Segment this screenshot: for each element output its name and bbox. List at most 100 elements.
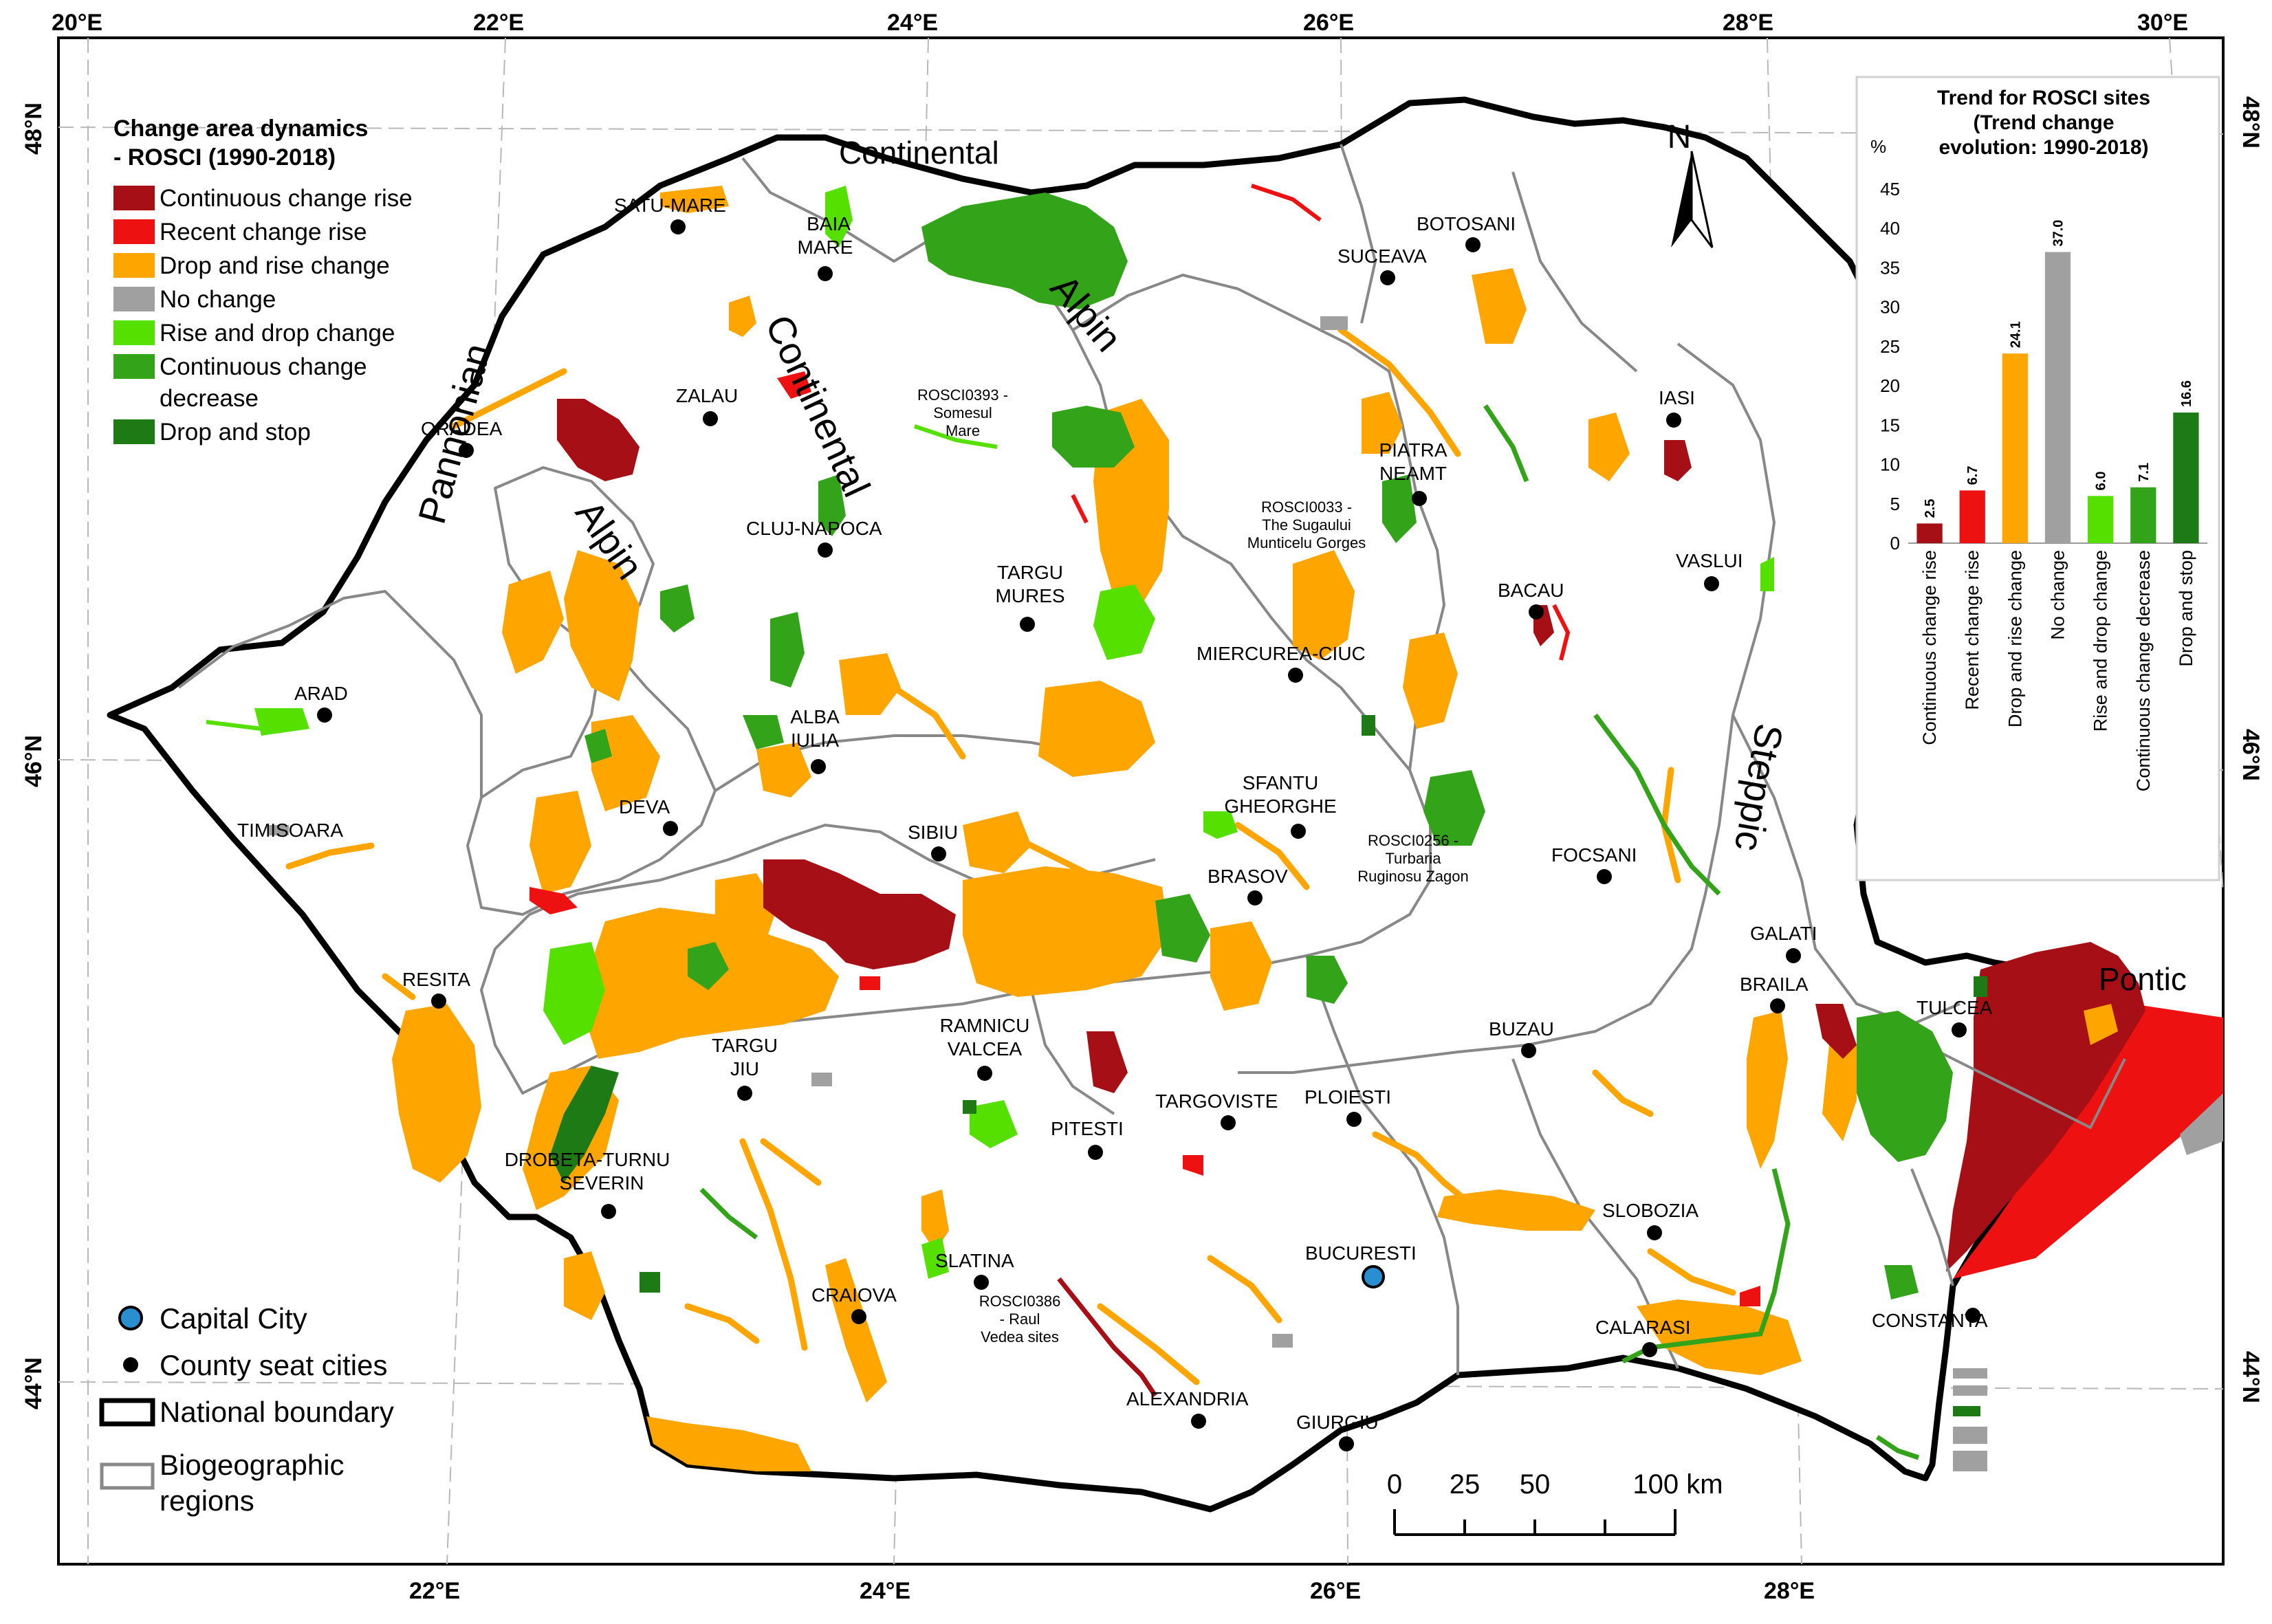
chart-value-label: 24.1 <box>2008 321 2023 348</box>
city-label-bacau: BACAU <box>1498 580 1564 601</box>
lat-label-right: 44°N <box>2238 1351 2264 1403</box>
biogeographic-regions-icon <box>100 1462 155 1490</box>
chart-category-label: Continuous change decrease <box>2133 550 2154 791</box>
chart-bar <box>2173 413 2199 543</box>
city-label-line: MARE <box>798 237 853 258</box>
legend-items: Continuous change rise Recent change rise… <box>113 185 413 446</box>
lat-label-left: 46°N <box>21 735 47 787</box>
chart-category-label: No change <box>2048 550 2068 640</box>
city-label-craiova: CRAIOVA <box>811 1284 897 1306</box>
city-label-miercurea-ciuc: MIERCUREA-CIUC <box>1197 643 1366 664</box>
legend-label: Drop and stop <box>160 419 311 446</box>
bottom-longitude-labels: 22°E 24°E 26°E 28°E <box>409 1578 1815 1604</box>
city-label-resita: RESITA <box>402 969 470 990</box>
chart-value-label: 37.0 <box>2051 220 2066 247</box>
city-label-tulcea: TULCEA <box>1916 997 1993 1018</box>
north-arrow: N <box>1668 119 1714 248</box>
city-label-line: SEVERIN <box>560 1172 644 1194</box>
city-label-line: DROBETA-TURNU <box>505 1149 670 1170</box>
rosci-site-labels: ROSCI0393 -Somesul Mare ROSCI0033 -The Su… <box>917 386 1469 1346</box>
legend-label: No change <box>160 286 276 313</box>
city-label-bucuresti: BUCURESTI <box>1305 1242 1417 1264</box>
city-label-braila: BRAILA <box>1740 974 1809 995</box>
legend-label: Continuous change decrease <box>160 353 367 412</box>
legend-label: Continuous change rise <box>160 185 413 212</box>
city-label-line: SFANTU <box>1243 772 1318 793</box>
city-label-line: VALCEA <box>948 1038 1023 1060</box>
legend-label-line: Drop and stop <box>160 419 311 446</box>
chart-category-label: Recent change rise <box>1962 550 1982 710</box>
change-patches-rise-and-drop-linear <box>206 424 998 731</box>
site-label-rosci0393: ROSCI0393 -Somesul Mare <box>917 386 1008 439</box>
chart-value-label: 16.6 <box>2179 380 2194 407</box>
city-label-alexandria: ALEXANDRIA <box>1126 1388 1249 1409</box>
site-label-line: The Sugaului <box>1262 516 1351 534</box>
city-label-line: TARGU <box>997 562 1063 583</box>
city-label-targoviste: TARGOVISTE <box>1155 1090 1278 1112</box>
site-label-line: Vedea sites <box>981 1328 1059 1346</box>
city-label-iasi: IASI <box>1659 387 1695 408</box>
chart-ytick-label: 30 <box>1880 297 1900 318</box>
city-label-pitesti: PITESTI <box>1051 1118 1124 1139</box>
chart-title-line: (Trend change <box>1973 111 2114 134</box>
legend-swatch <box>113 253 155 278</box>
city-label-galati: GALATI <box>1750 923 1817 944</box>
legend-label-line: No change <box>160 286 276 313</box>
legend-label-line: Recent change rise <box>160 219 367 245</box>
legend-title-line-2: - ROSCI (1990-2018) <box>113 144 336 171</box>
city-label-suceava: SUCEAVA <box>1337 245 1427 267</box>
north-arrow-label: N <box>1668 119 1692 155</box>
legend-line: Biogeographic <box>160 1449 345 1481</box>
site-label-line: ROSCI0386 <box>979 1293 1061 1310</box>
lon-label-top: 24°E <box>887 10 938 36</box>
legend-swatch <box>113 287 155 311</box>
change-patches-continuous-rise <box>557 399 1857 1093</box>
city-label-deva: DEVA <box>619 796 670 818</box>
city-label-timisoara: TIMISOARA <box>237 820 343 841</box>
site-label-line: ROSCI0033 - <box>1261 498 1352 516</box>
region-label-continental: Continental <box>839 135 999 171</box>
site-label-line: Mare <box>946 422 980 439</box>
scale-label-0: 0 <box>1387 1469 1402 1500</box>
city-label-zalau: ZALAU <box>676 385 738 406</box>
lon-label-top: 20°E <box>52 10 102 36</box>
legend-label-line: Rise and drop change <box>160 320 395 347</box>
lon-label-bottom: 24°E <box>860 1578 910 1604</box>
site-label-rosci0256: ROSCI0256 -Turbaria Ruginosu Zagon <box>1357 832 1468 885</box>
city-label-line: IULIA <box>791 729 839 751</box>
site-label-line: Turbaria <box>1385 850 1441 867</box>
chart-ytick-label: 45 <box>1880 179 1900 199</box>
lat-label-left: 44°N <box>21 1357 47 1409</box>
site-label-rosci0386: ROSCI0386- Raul Vedea sites <box>979 1293 1061 1346</box>
city-label-piatra-neamt: PIATRA NEAMT <box>1379 439 1447 484</box>
lat-label-left: 48°N <box>21 102 47 155</box>
city-label-drobeta-turnu-severin: DROBETA-TURNU SEVERIN <box>505 1149 670 1194</box>
site-label-line: ROSCI0256 - <box>1368 832 1459 849</box>
scale-label-100: 100 km <box>1632 1469 1723 1500</box>
chart-value-label: 6.7 <box>1965 466 1980 485</box>
city-label-sibiu: SIBIU <box>908 822 958 843</box>
change-patches-continuous-rise-linear <box>1057 1277 1157 1397</box>
change-patches-no-change <box>268 316 1987 1471</box>
legend-capital-city: Capital City <box>160 1302 307 1335</box>
pontic-marine-no-change <box>2180 1093 2223 1155</box>
capital-marker <box>1362 1265 1385 1288</box>
chart-bar <box>2088 496 2114 543</box>
site-label-line: Munticelu Gorges <box>1247 534 1366 551</box>
scale-label-25: 25 <box>1450 1469 1481 1500</box>
lon-label-top: 28°E <box>1723 10 1773 36</box>
chart-ytick-label: 0 <box>1890 533 1900 553</box>
change-patches-rise-and-drop <box>254 186 1774 1279</box>
lon-label-top: 26°E <box>1303 10 1354 36</box>
legend-swatch <box>113 186 155 210</box>
lat-label-right: 46°N <box>2238 729 2264 781</box>
chart-bar <box>1916 523 1943 543</box>
lon-label-top: 22°E <box>473 10 524 36</box>
city-label-oradea: ORADEA <box>421 418 503 439</box>
city-label-ploiesti: PLOIESTI <box>1304 1086 1391 1108</box>
chart-bar <box>1959 490 1985 543</box>
city-label-baia-mare: BAIA MARE <box>798 213 853 258</box>
chart-value-label: 2.5 <box>1923 499 1938 518</box>
city-label-slobozia: SLOBOZIA <box>1602 1200 1698 1221</box>
